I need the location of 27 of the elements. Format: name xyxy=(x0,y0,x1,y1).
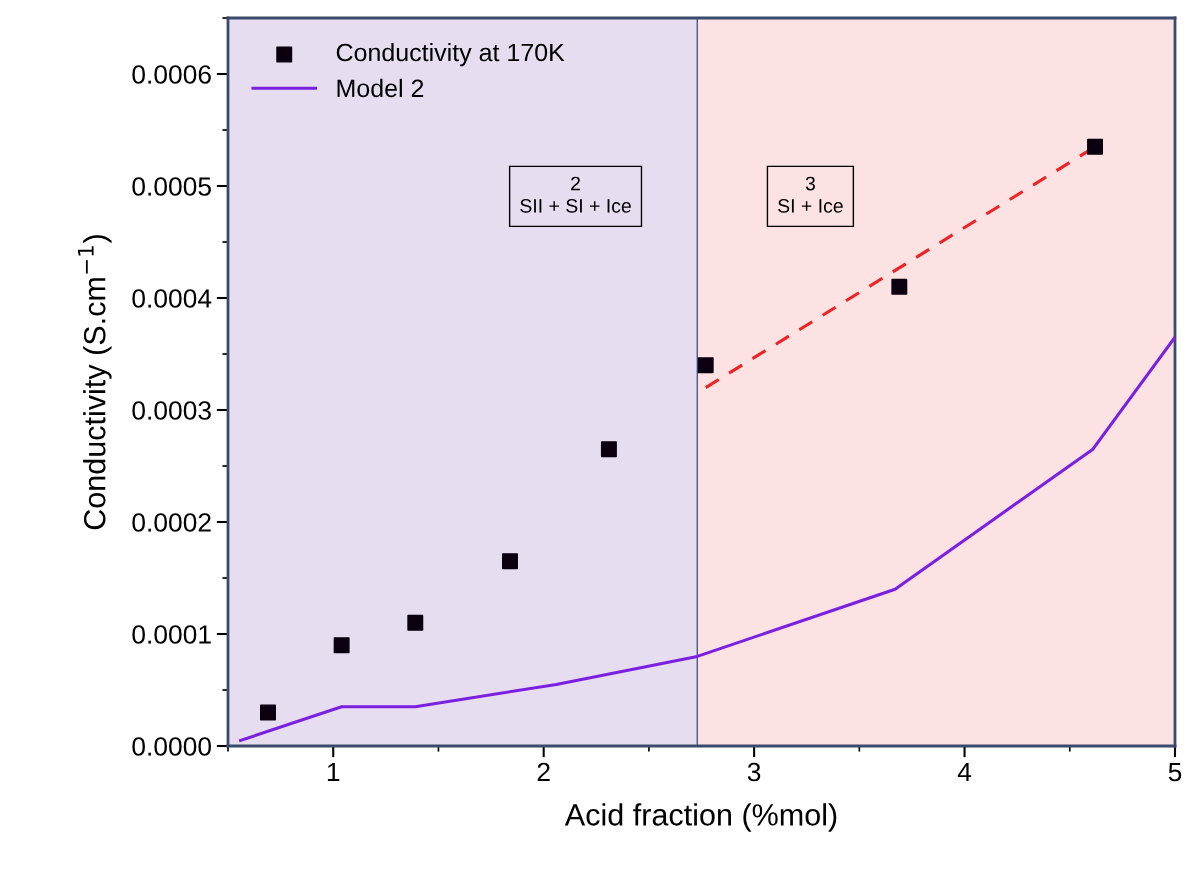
legend-label: Conductivity at 170K xyxy=(336,43,565,67)
y-tick-label: 0.0005 xyxy=(132,177,211,196)
point xyxy=(502,553,518,570)
y-tick-label: 0.0002 xyxy=(132,513,211,532)
x-tick-label: 3 xyxy=(747,762,761,782)
point xyxy=(407,614,424,631)
x-tick-label: 1 xyxy=(327,762,340,782)
point xyxy=(891,278,908,295)
y-tick-label: 0.0003 xyxy=(132,401,211,420)
annotation: 2 SII + SI + Ice xyxy=(520,176,631,213)
x-tick-label: 4 xyxy=(957,762,972,782)
y-tick-label: 0.0001 xyxy=(132,625,211,644)
y-tick-label: 0.0000 xyxy=(132,737,211,756)
x-axis-title: Acid fraction (%mol) xyxy=(564,803,837,832)
point xyxy=(260,704,276,721)
y-axis-title: Conductivity (S.cm$^{−1}$) xyxy=(77,235,112,530)
y-tick-label: 0.0006 xyxy=(132,65,211,84)
point xyxy=(333,637,350,654)
x-tick-label: 2 xyxy=(537,762,550,782)
line-series xyxy=(239,335,1175,742)
point xyxy=(697,357,714,374)
legend-label: Model 2 xyxy=(337,78,424,98)
x-tick-label: 5 xyxy=(1168,762,1182,782)
annotation: 3 SI + Ice xyxy=(778,176,843,213)
y-tick-label: 0.0004 xyxy=(132,289,212,308)
point xyxy=(1087,138,1104,155)
point xyxy=(600,441,617,458)
